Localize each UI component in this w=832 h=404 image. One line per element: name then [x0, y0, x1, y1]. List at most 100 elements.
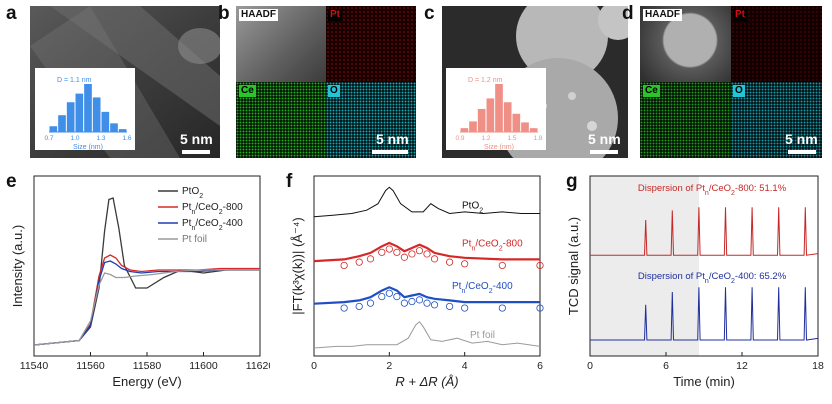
o-map-d — [731, 82, 822, 158]
legend-entry: Ptn/CeO2-800 — [182, 202, 243, 216]
fit-marker — [385, 289, 393, 297]
tag-ce-d: Ce — [643, 85, 660, 97]
fit-marker — [400, 299, 409, 307]
hist-bar — [460, 128, 469, 132]
hist-tick-label: 0.9 — [455, 135, 464, 142]
hist-bar — [75, 93, 84, 132]
hist-xlabel: Size (nm) — [484, 144, 514, 150]
fit-marker — [355, 302, 363, 311]
hist-d-label: D = 1.1 nm — [57, 77, 92, 84]
x-axis-label: R + ΔR (Å) — [395, 374, 458, 389]
y-axis-label: Intensity (a.u.) — [10, 225, 25, 307]
hist-bar — [118, 129, 127, 132]
x-tick-label: 0 — [311, 360, 317, 372]
tem-image-c: D = 1.2 nm 0.9 1.2 1.5 1.8 Size (nm) 5 nm — [442, 6, 628, 158]
fit-marker — [536, 304, 544, 312]
fit-marker — [446, 258, 454, 266]
hist-tick-label: 1.3 — [96, 135, 105, 142]
x-tick-label: 4 — [462, 360, 468, 372]
tcd-trace — [590, 287, 819, 341]
fit-marker — [355, 258, 363, 266]
fit-marker — [400, 253, 409, 261]
fit-marker — [415, 296, 424, 304]
scale-text-b: 5 nm — [376, 131, 409, 147]
tag-o-d: O — [733, 85, 745, 97]
fit-marker — [408, 250, 416, 258]
fit-marker — [408, 297, 416, 306]
series-line — [33, 260, 260, 346]
tag-ce-b: Ce — [239, 85, 256, 97]
fit-marker — [366, 255, 375, 263]
fit-marker — [340, 261, 348, 270]
legend-entry: PtO2 — [182, 186, 203, 200]
y-axis-label: |FT(k³χ(k))| (Å⁻⁴) — [290, 217, 305, 315]
shaded-region — [590, 176, 699, 356]
hist-bar — [469, 121, 477, 132]
tag-pt-d: Pt — [733, 9, 747, 21]
x-axis-label: Energy (eV) — [112, 374, 181, 389]
scale-bar-d — [788, 150, 816, 154]
fit-marker — [461, 304, 469, 312]
legend-entry: Pt foil — [182, 234, 207, 245]
hist-bar — [101, 111, 110, 132]
fit-marker — [415, 247, 424, 255]
histogram-a: D = 1.1 nm 0.7 1.0 1.3 1.6 Size (nm) — [44, 77, 131, 150]
series-label: PtO2 — [462, 201, 483, 215]
hist-tick-label: 1.0 — [70, 135, 79, 142]
series-line — [33, 197, 260, 346]
x-axis-label: Time (min) — [673, 374, 735, 389]
fit-marker — [446, 302, 454, 311]
series-label: Ptn/CeO2-800 — [462, 238, 523, 252]
x-tick-label: 11580 — [133, 360, 162, 372]
xanes-chart: 11540 11560 11580 11600 11620 Energy (eV) Inte… — [10, 175, 270, 389]
hist-bar — [503, 102, 512, 132]
panel-label-f: f — [286, 171, 293, 192]
plot-frame — [589, 175, 819, 357]
hist-bar — [477, 108, 486, 132]
scale-bar-b — [372, 150, 408, 154]
fit-marker — [423, 299, 431, 307]
o-map-b — [326, 82, 416, 158]
x-tick-label: 6 — [537, 360, 543, 372]
hist-tick-label: 1.5 — [507, 135, 516, 142]
series-label: Pt foil — [470, 330, 495, 341]
fit-marker — [536, 261, 544, 270]
fit-marker — [385, 245, 393, 253]
tcd-chart: 0 6 12 18 Time (min) TCD signal (a.u.) Dispers… — [566, 175, 824, 389]
scale-text-a: 5 nm — [180, 131, 213, 147]
fit-marker — [430, 301, 439, 309]
hist-tick-label: 1.6 — [122, 135, 131, 142]
panel-label-d: d — [622, 3, 634, 24]
eds-map-d: HAADF Pt Ce O 5 nm — [640, 6, 822, 158]
x-tick-label: 11560 — [76, 360, 105, 372]
hist-bar — [495, 84, 503, 132]
fit-marker — [498, 304, 506, 312]
y-axis-label: TCD signal (a.u.) — [566, 217, 581, 315]
fit-marker — [366, 299, 375, 307]
x-tick-label: 2 — [386, 360, 392, 372]
tag-pt-b: Pt — [328, 9, 342, 21]
x-tick-label: 12 — [736, 360, 748, 372]
series-line — [33, 269, 260, 346]
fit-marker — [378, 293, 386, 301]
fit-marker — [423, 250, 431, 258]
tem-texture-a — [30, 6, 220, 158]
dispersion-annotation: Dispersion of Ptn/CeO2-800: 51.1% — [638, 183, 787, 197]
tcd-trace — [590, 207, 819, 256]
hist-d-label: D = 1.2 nm — [468, 77, 503, 84]
pt-map-b — [326, 6, 416, 82]
hist-bar — [58, 115, 66, 132]
scale-bar-c — [590, 150, 618, 154]
hist-tick-label: 1.2 — [481, 135, 490, 142]
series-line — [313, 186, 540, 218]
scale-text-d: 5 nm — [785, 131, 818, 147]
x-tick-label: 11620 — [246, 360, 270, 372]
series-line — [313, 321, 541, 349]
hist-bar — [486, 98, 495, 132]
fit-marker — [461, 260, 469, 268]
tag-o-b: O — [328, 85, 340, 97]
scale-bar-a — [182, 150, 210, 154]
fit-marker — [498, 261, 506, 270]
tem-image-a: D = 1.1 nm 0.7 1.0 1.3 1.6 Size (nm) 5 nm — [30, 6, 220, 158]
hist-bar — [512, 113, 521, 132]
